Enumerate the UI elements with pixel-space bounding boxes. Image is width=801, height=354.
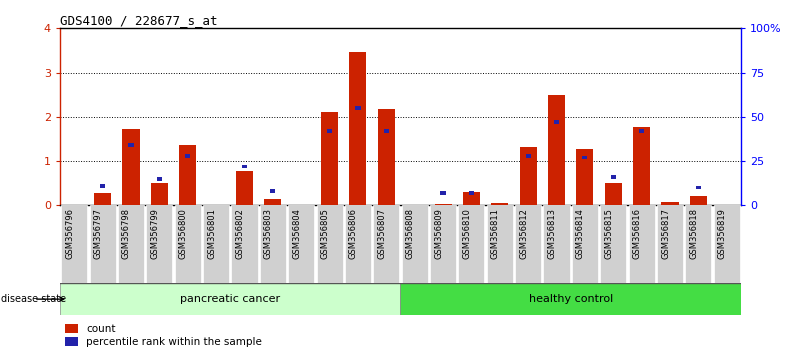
Bar <box>696 186 701 189</box>
Text: GSM356798: GSM356798 <box>122 208 131 259</box>
Text: GSM356816: GSM356816 <box>633 208 642 259</box>
Text: GSM356806: GSM356806 <box>349 208 358 259</box>
Bar <box>378 109 395 205</box>
Text: GSM356803: GSM356803 <box>264 208 273 259</box>
Bar <box>525 154 531 158</box>
Text: GSM356812: GSM356812 <box>519 208 528 258</box>
Bar <box>288 205 314 283</box>
Text: healthy control: healthy control <box>529 294 613 304</box>
Bar <box>61 205 87 283</box>
Bar <box>128 143 134 147</box>
Bar <box>151 183 168 205</box>
Bar <box>179 145 196 205</box>
Bar <box>633 127 650 205</box>
Bar <box>349 52 366 205</box>
Bar <box>520 147 537 205</box>
Bar <box>123 129 139 205</box>
Bar <box>714 205 740 283</box>
Text: GSM356819: GSM356819 <box>718 208 727 258</box>
Bar <box>118 205 144 283</box>
Bar <box>60 283 400 315</box>
Text: GSM356815: GSM356815 <box>604 208 614 258</box>
Bar <box>690 196 706 205</box>
Text: GSM356808: GSM356808 <box>405 208 415 259</box>
Bar <box>572 205 598 283</box>
Bar <box>515 205 541 283</box>
Bar <box>491 203 509 205</box>
Bar <box>100 184 105 188</box>
Text: GSM356807: GSM356807 <box>377 208 386 259</box>
Text: GSM356799: GSM356799 <box>151 208 159 258</box>
Bar <box>469 191 474 195</box>
Text: GSM356804: GSM356804 <box>292 208 301 258</box>
Text: GDS4100 / 228677_s_at: GDS4100 / 228677_s_at <box>60 14 218 27</box>
Bar <box>639 129 644 133</box>
Bar <box>401 205 428 283</box>
Bar <box>487 205 513 283</box>
Bar <box>147 205 172 283</box>
Bar <box>203 205 229 283</box>
Text: GSM356811: GSM356811 <box>491 208 500 258</box>
Bar <box>610 175 616 179</box>
Bar <box>463 192 480 205</box>
Bar <box>458 205 485 283</box>
Bar <box>554 120 559 124</box>
Bar <box>373 205 400 283</box>
Bar <box>157 177 162 181</box>
Bar <box>629 205 654 283</box>
Text: GSM356818: GSM356818 <box>690 208 698 259</box>
Bar <box>441 191 445 195</box>
Bar <box>175 205 201 283</box>
Bar <box>548 95 565 205</box>
Text: GSM356796: GSM356796 <box>65 208 74 259</box>
Bar <box>185 154 191 158</box>
Bar <box>686 205 711 283</box>
Bar <box>236 171 253 205</box>
Text: GSM356810: GSM356810 <box>462 208 472 258</box>
Bar <box>270 189 276 193</box>
Bar <box>605 183 622 205</box>
Bar <box>316 205 343 283</box>
Bar <box>577 149 594 205</box>
Text: GSM356797: GSM356797 <box>94 208 103 259</box>
Bar <box>321 113 338 205</box>
Bar <box>260 205 286 283</box>
Text: GSM356813: GSM356813 <box>548 208 557 259</box>
Text: GSM356800: GSM356800 <box>179 208 187 258</box>
Bar <box>327 129 332 133</box>
Text: GSM356805: GSM356805 <box>320 208 329 258</box>
Bar <box>400 283 741 315</box>
Bar <box>264 199 281 205</box>
Text: pancreatic cancer: pancreatic cancer <box>180 294 280 304</box>
Bar <box>231 205 257 283</box>
Bar <box>662 202 678 205</box>
Bar <box>356 106 360 110</box>
Bar <box>242 165 247 168</box>
Bar <box>543 205 570 283</box>
Bar <box>657 205 683 283</box>
Bar <box>384 129 388 133</box>
Text: disease state: disease state <box>2 294 66 304</box>
Text: GSM356817: GSM356817 <box>661 208 670 259</box>
Bar <box>582 156 587 159</box>
Text: GSM356814: GSM356814 <box>576 208 585 258</box>
Bar <box>345 205 371 283</box>
Bar <box>600 205 626 283</box>
Text: GSM356809: GSM356809 <box>434 208 443 258</box>
Bar <box>90 205 115 283</box>
Text: GSM356801: GSM356801 <box>207 208 216 258</box>
Bar <box>430 205 456 283</box>
Bar <box>95 193 111 205</box>
Text: GSM356802: GSM356802 <box>235 208 244 258</box>
Legend: count, percentile rank within the sample: count, percentile rank within the sample <box>66 324 262 347</box>
